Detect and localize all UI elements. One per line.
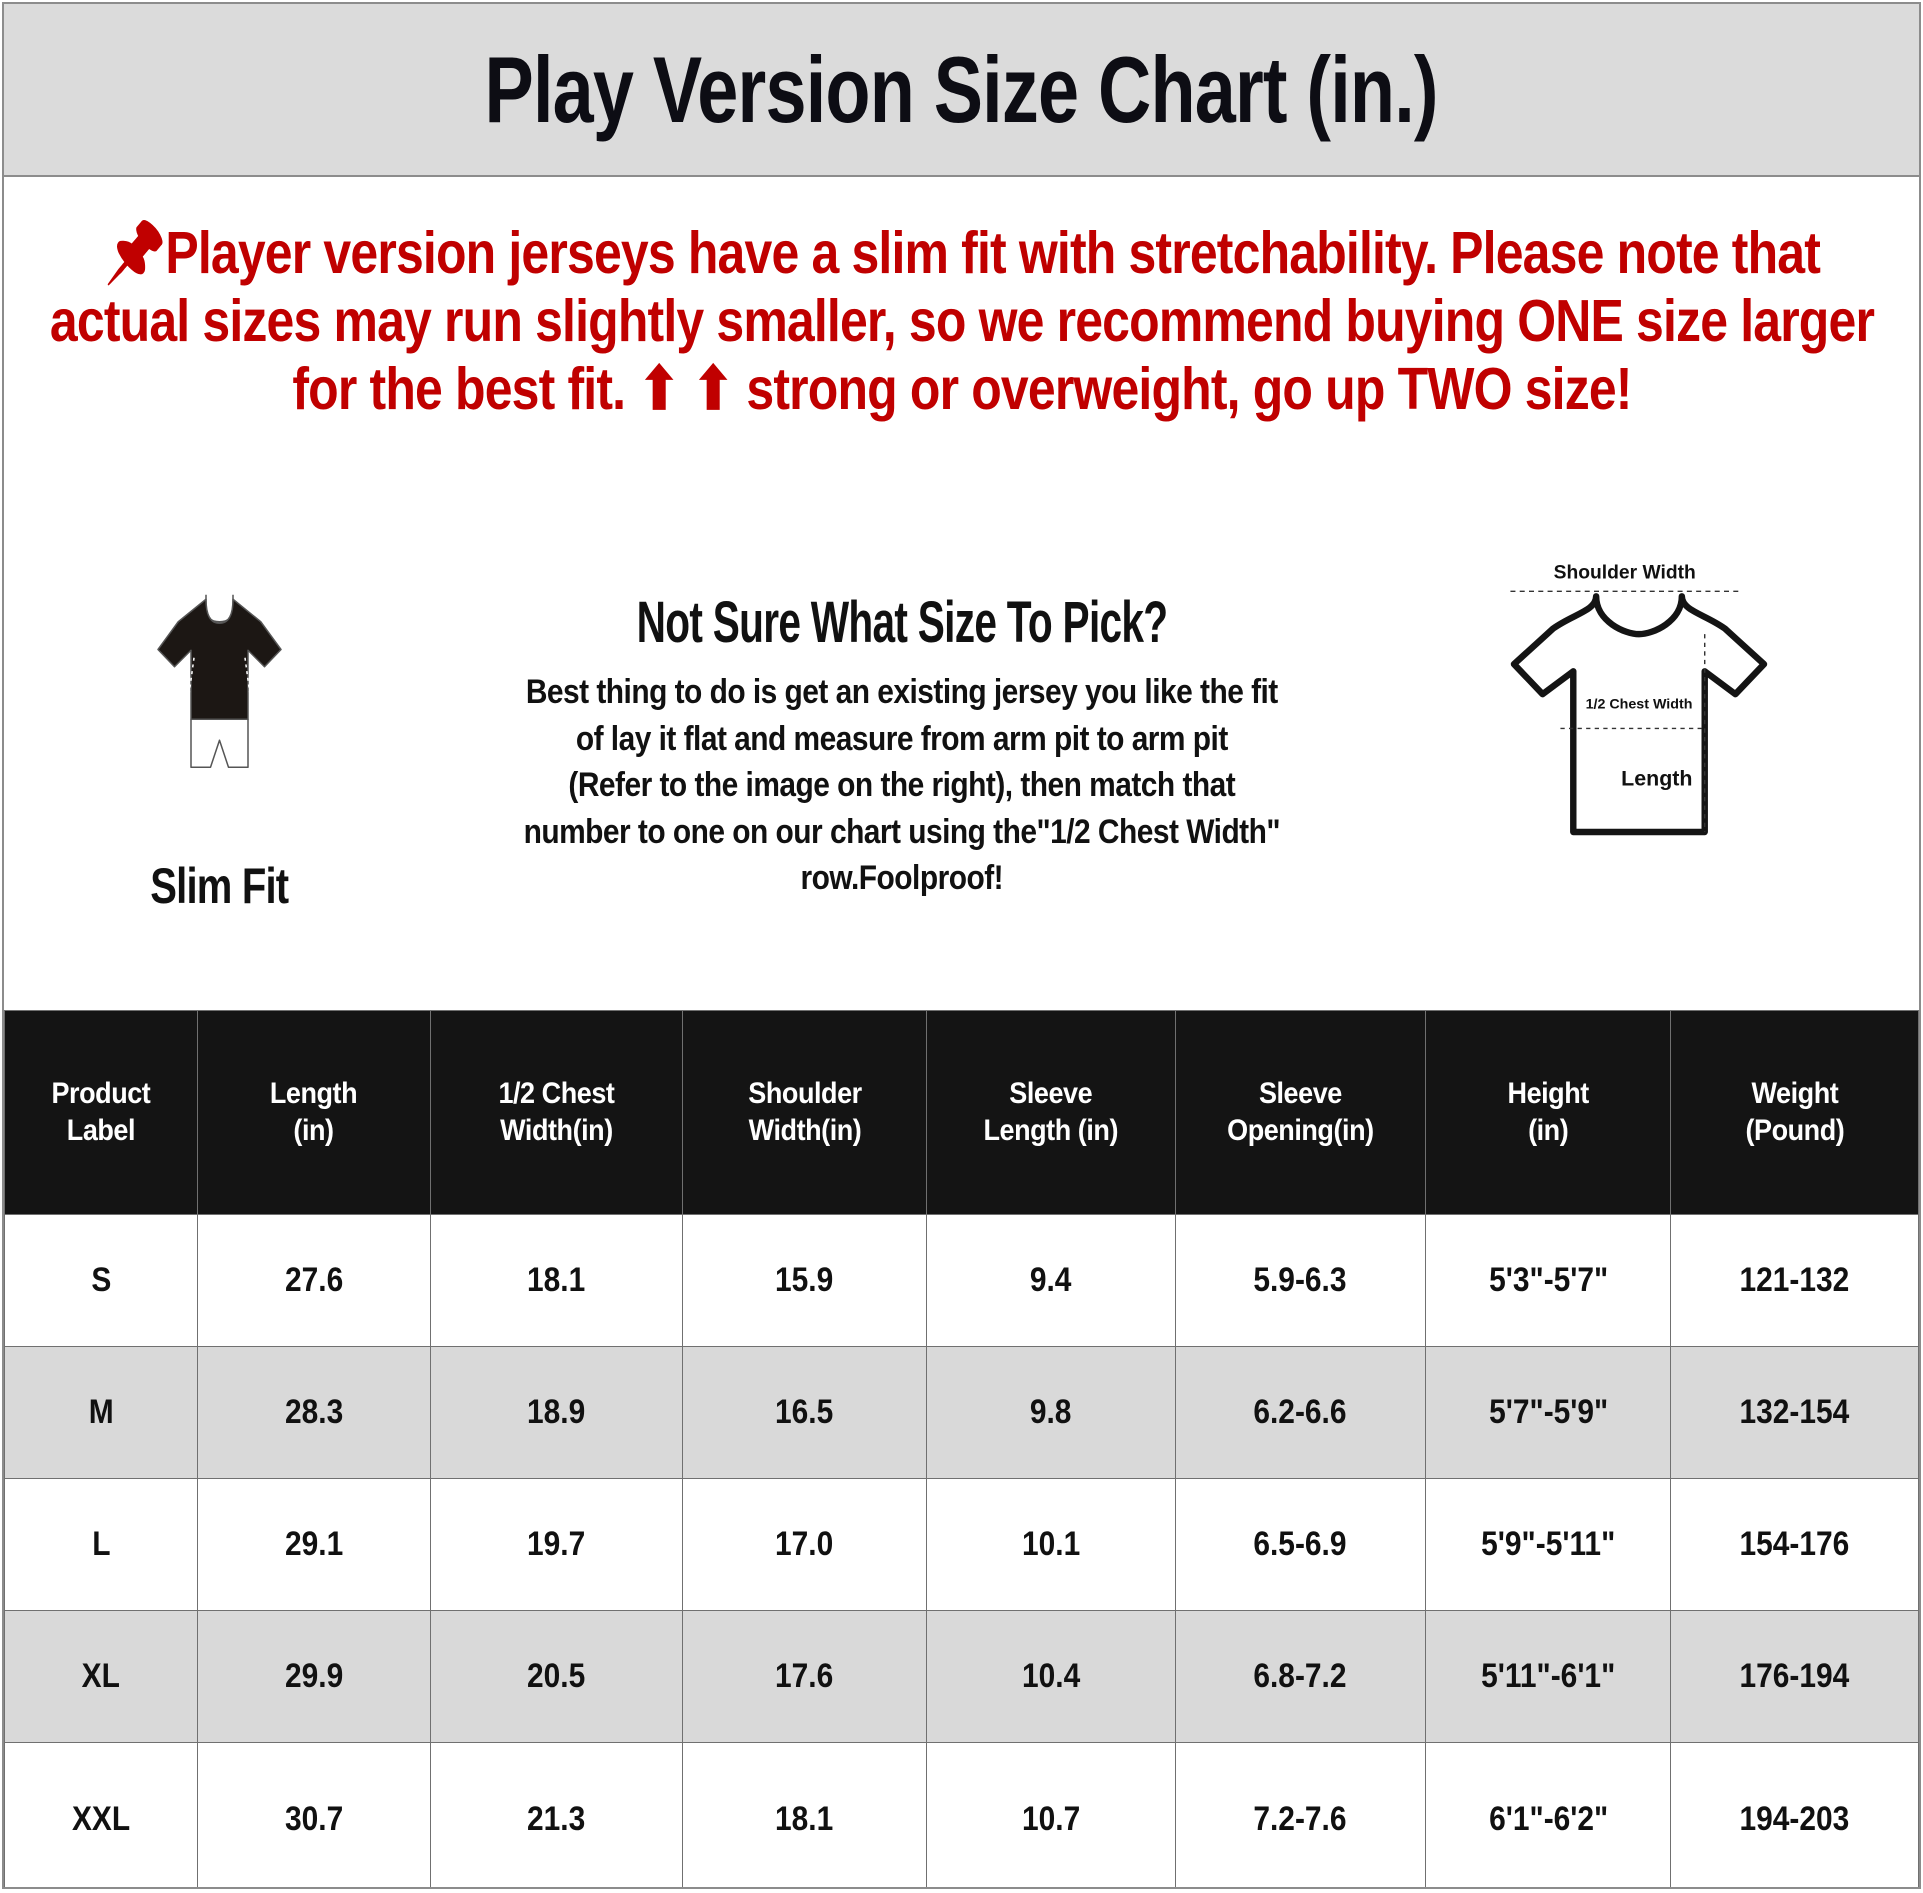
svg-text:Length: Length (1621, 767, 1692, 791)
svg-text:1/2 Chest Width: 1/2 Chest Width (1586, 696, 1693, 712)
svg-text:Shoulder Width: Shoulder Width (1554, 562, 1696, 583)
